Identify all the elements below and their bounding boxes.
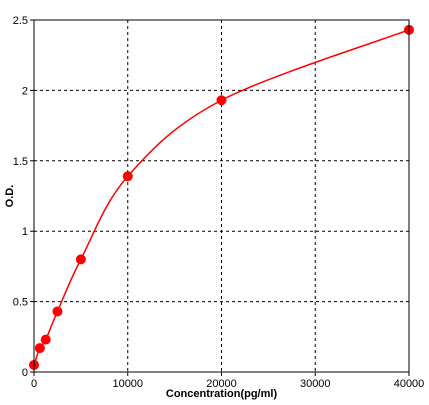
y-tick-label: 0 xyxy=(22,367,28,379)
y-tick-label: 1.5 xyxy=(13,156,28,168)
y-tick-label: 2.5 xyxy=(13,15,28,27)
y-axis-ticks: 0 0.5 1 1.5 2 2.5 xyxy=(13,15,34,379)
x-tick-label: 20000 xyxy=(206,378,237,390)
x-tick-label: 30000 xyxy=(300,378,331,390)
y-tick-label: 0.5 xyxy=(13,297,28,309)
y-axis-title: O.D. xyxy=(4,185,16,208)
x-tick-label: 40000 xyxy=(394,378,425,390)
data-point xyxy=(75,254,86,265)
x-axis-title: Concentration(pg/ml) xyxy=(166,388,278,400)
data-point xyxy=(122,171,133,182)
x-tick-label: 0 xyxy=(31,378,37,390)
data-point xyxy=(34,343,45,354)
data-point xyxy=(40,334,51,345)
data-points xyxy=(29,24,414,370)
y-tick-label: 2 xyxy=(22,85,28,97)
grid-lines xyxy=(34,20,409,372)
x-tick-label: 10000 xyxy=(112,378,143,390)
x-axis-ticks: 0 10000 20000 30000 40000 xyxy=(31,372,424,390)
y-tick-label: 1 xyxy=(22,226,28,238)
data-point xyxy=(216,95,227,106)
data-point xyxy=(52,306,63,317)
